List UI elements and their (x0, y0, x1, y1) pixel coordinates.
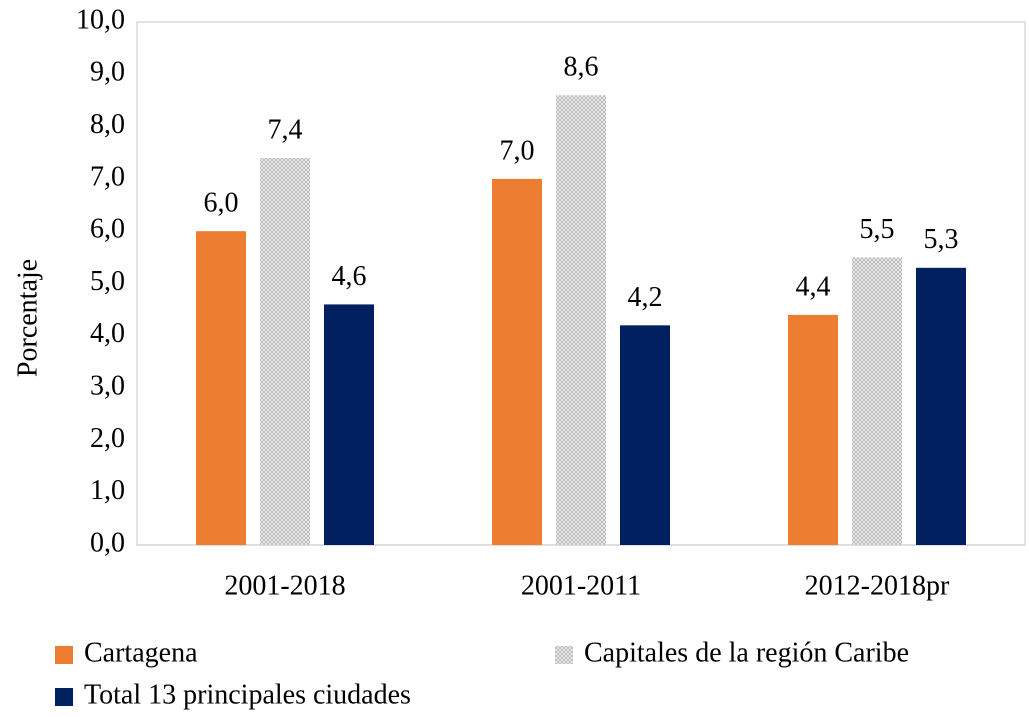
y-tick-label: 10,0 (76, 4, 125, 35)
x-tick-label: 2001-2018 (224, 570, 345, 601)
x-tick-label: 2012-2018pr (805, 570, 950, 601)
bar (556, 95, 606, 545)
bar (916, 267, 966, 545)
y-tick-label: 9,0 (90, 57, 125, 88)
bar (260, 157, 310, 546)
y-tick-label: 3,0 (90, 371, 125, 402)
y-tick-label: 4,0 (90, 318, 125, 349)
bar (788, 314, 838, 545)
bar (620, 325, 670, 545)
y-tick-label: 1,0 (90, 475, 125, 506)
bar (196, 231, 246, 545)
y-tick-label: 5,0 (90, 266, 125, 297)
data-label: 6,0 (204, 188, 239, 219)
legend-swatch (55, 688, 73, 706)
y-tick-label: 7,0 (90, 161, 125, 192)
y-tick-label: 2,0 (90, 423, 125, 454)
legend-swatch (555, 646, 573, 664)
bar (852, 257, 902, 545)
y-tick-label: 6,0 (90, 214, 125, 245)
y-tick-label: 8,0 (90, 109, 125, 140)
bar (492, 178, 542, 545)
data-label: 7,0 (500, 135, 535, 166)
data-label: 4,2 (628, 282, 663, 313)
data-label: 5,3 (924, 224, 959, 255)
data-label: 5,5 (860, 214, 895, 245)
bar (324, 304, 374, 545)
data-label: 4,4 (796, 271, 831, 302)
data-label: 4,6 (332, 261, 367, 292)
data-label: 8,6 (564, 52, 599, 83)
legend-label: Cartagena (84, 637, 198, 668)
legend-label: Capitales de la región Caribe (584, 637, 909, 668)
y-axis-label: Porcentaje (12, 259, 43, 377)
data-label: 7,4 (268, 114, 303, 145)
y-tick-label: 0,0 (90, 527, 125, 558)
legend-swatch (55, 646, 73, 664)
legend-label: Total 13 principales ciudades (84, 679, 411, 710)
x-tick-label: 2001-2011 (521, 570, 641, 601)
